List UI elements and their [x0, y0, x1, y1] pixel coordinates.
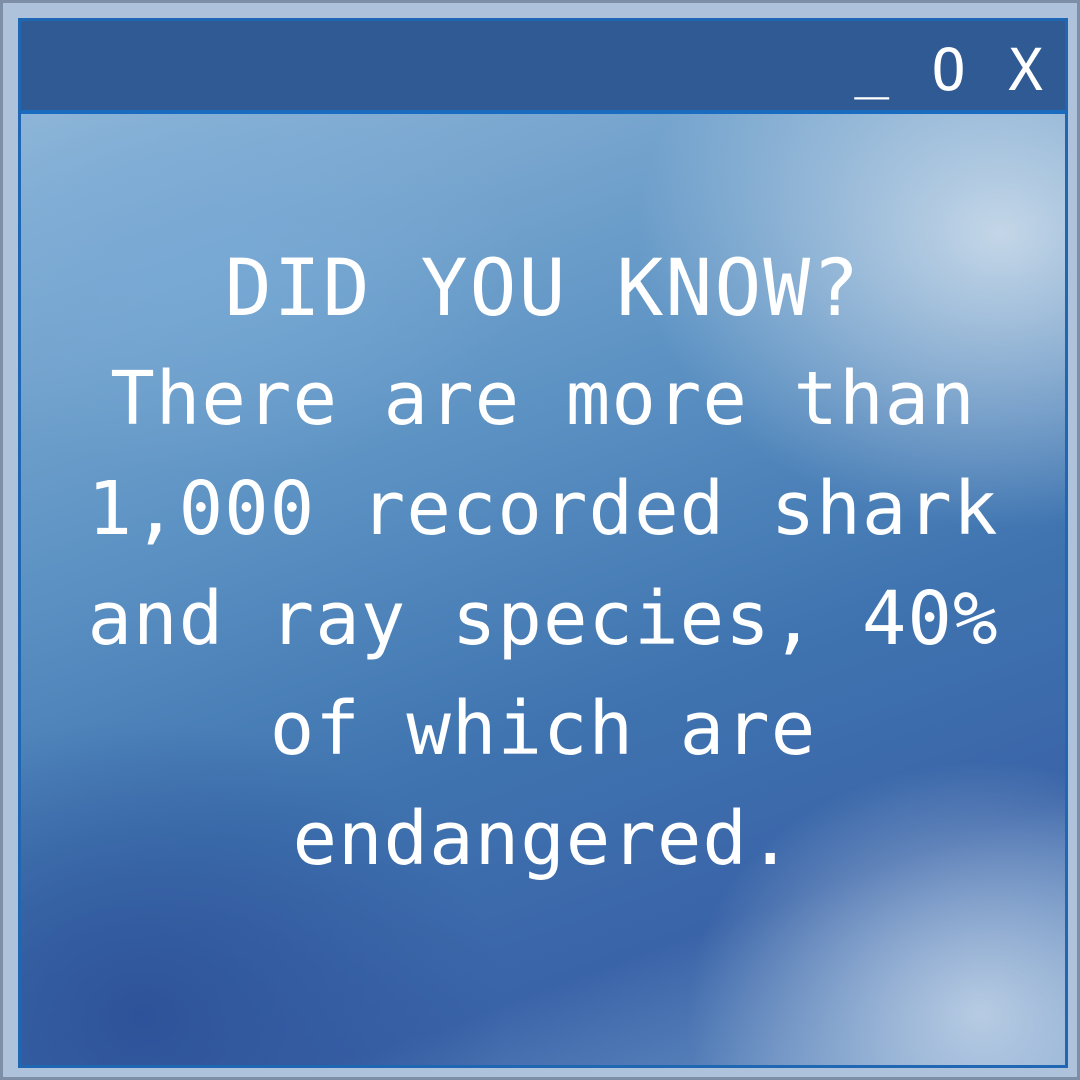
fact-line: 1,000 recorded shark — [87, 466, 999, 552]
fact-message: DID YOU KNOW? There are more than 1,000 … — [21, 234, 1065, 894]
fact-line: and ray species, 40% — [87, 576, 999, 662]
fact-heading: DID YOU KNOW? — [224, 244, 862, 334]
popup-window: _ O X DID YOU KNOW? There are more than … — [18, 18, 1068, 1068]
window-content: DID YOU KNOW? There are more than 1,000 … — [21, 114, 1065, 1065]
fact-line: endangered. — [292, 796, 794, 882]
minimize-button[interactable]: _ — [854, 32, 890, 100]
title-bar: _ O X — [21, 21, 1065, 114]
fact-line: of which are — [269, 686, 817, 772]
fact-line: There are more than — [110, 356, 976, 442]
window-controls: _ O X — [854, 32, 1043, 105]
close-button[interactable]: X — [1008, 36, 1043, 104]
maximize-button[interactable]: O — [931, 36, 967, 104]
